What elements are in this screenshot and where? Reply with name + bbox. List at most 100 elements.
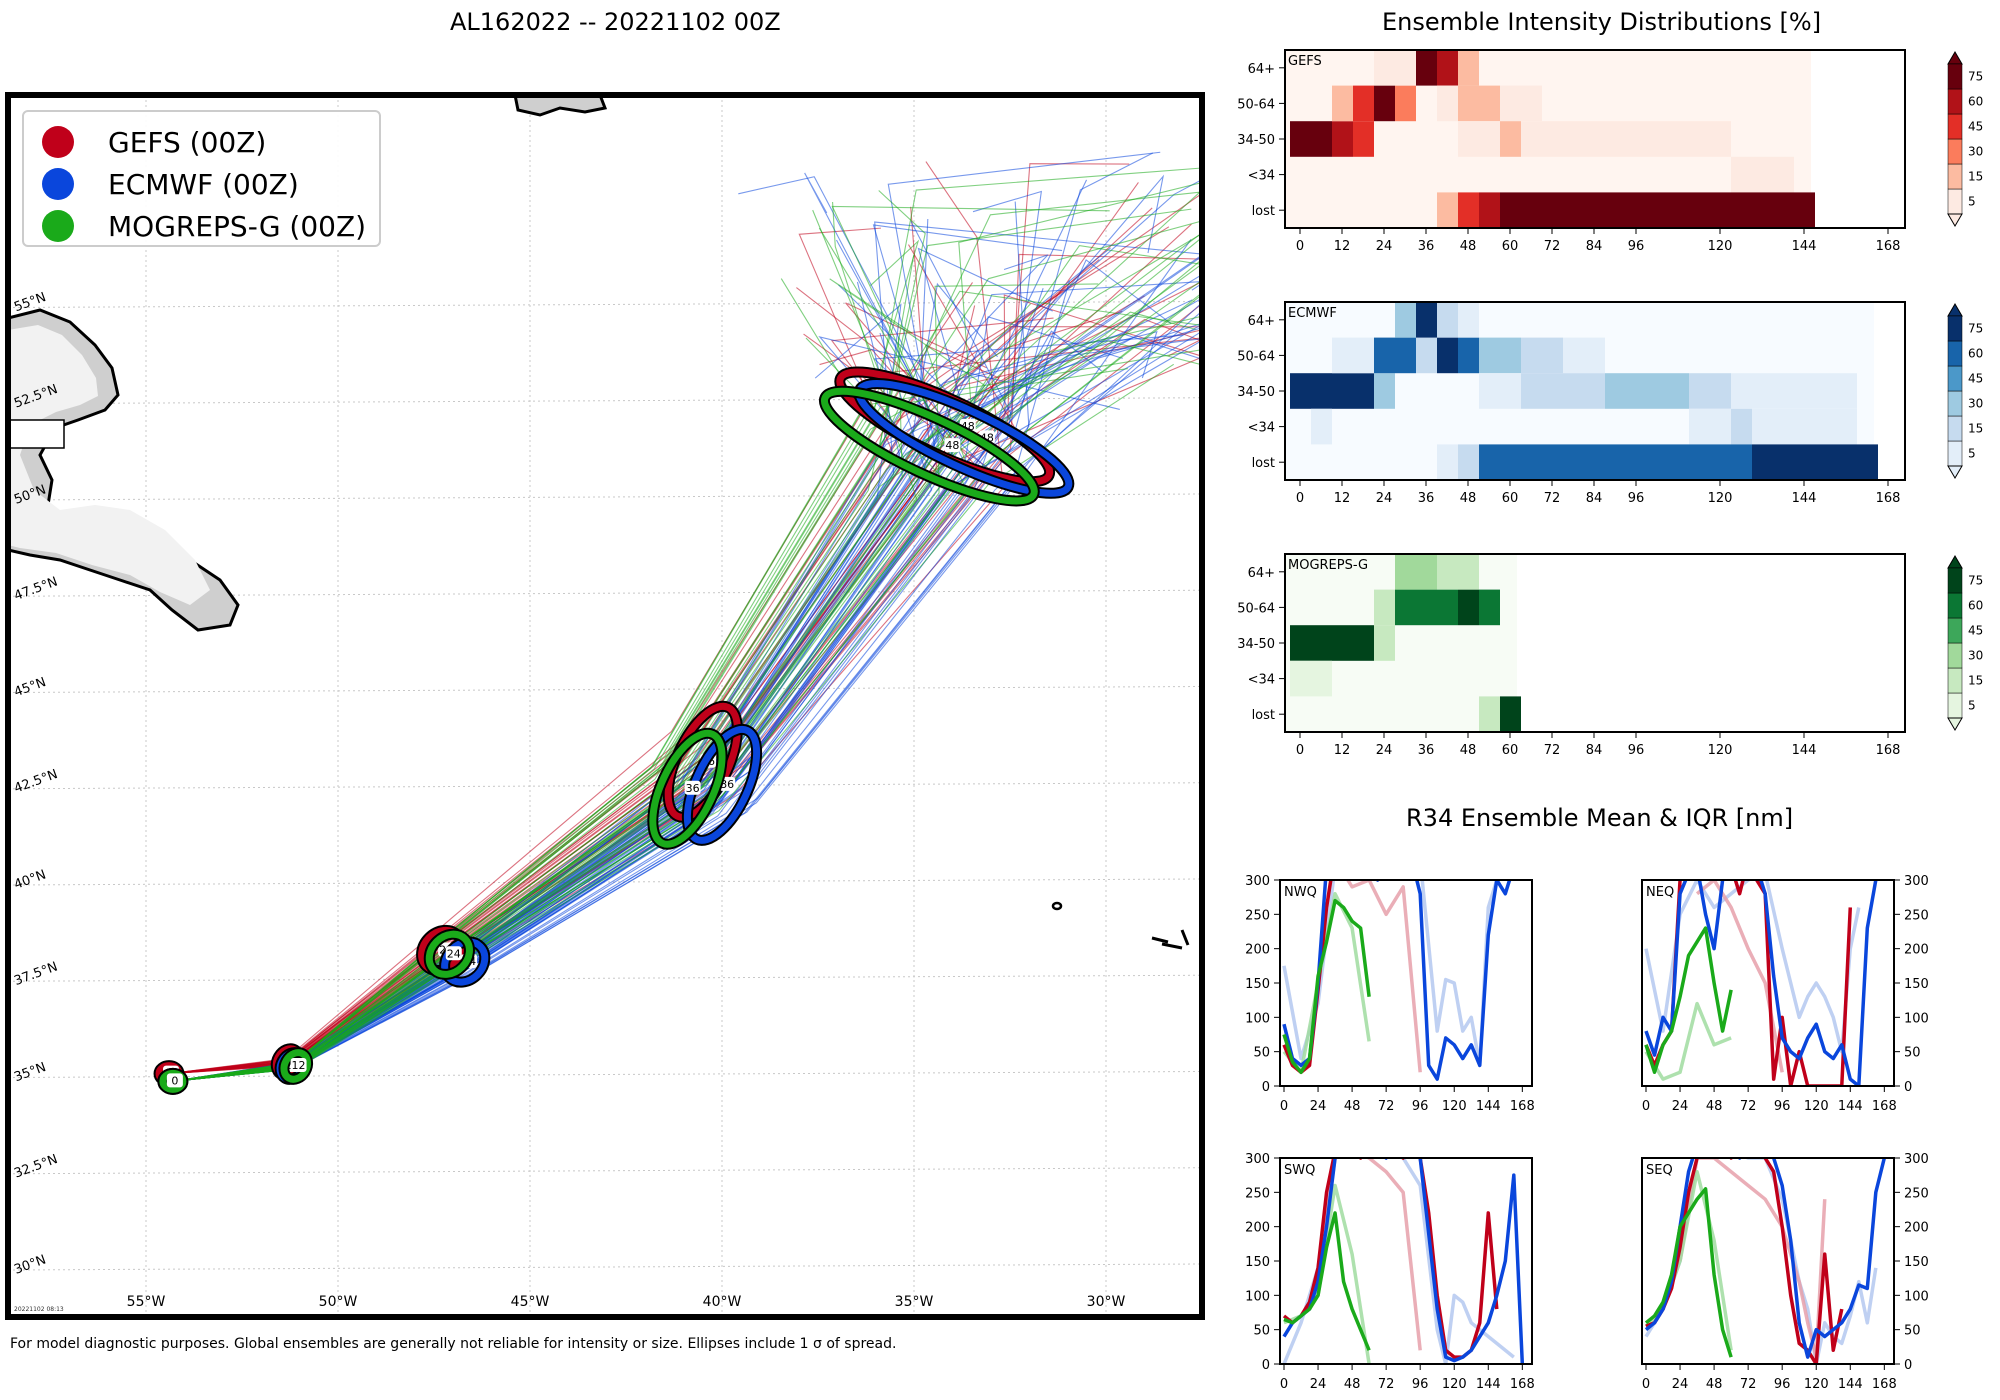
x-tick-label: 144 [1838,1099,1863,1114]
y-tick-label: 200 [1245,943,1270,958]
r34-panel-title: NEQ [1646,885,1674,900]
r34-title: R34 Ensemble Mean & IQR [nm] [1406,804,1794,832]
heatmap-cell [1395,554,1437,590]
colorbar-segment [1947,88,1963,115]
colorbar-segment [1947,692,1963,719]
y-tick-label: 100 [1245,1011,1270,1026]
x-tick-label: 36 [1418,239,1435,254]
y-tick-label: 64+ [1248,314,1275,329]
r34-panel-title: SEQ [1646,1163,1673,1178]
x-tick-label: 120 [1442,1377,1467,1392]
colorbar-segment [1947,642,1963,669]
colorbar-segment [1947,667,1963,694]
x-tick-label: 24 [1376,491,1393,506]
colorbar-tick-label: 30 [1968,397,1983,411]
heatmap-cell [1353,121,1374,157]
main-title: AL162022 -- 20221102 00Z [450,8,781,36]
timestamp: 20221102 08:13 [14,1306,64,1313]
y-tick-label: <34 [1248,673,1275,688]
colorbar-tick-label: 5 [1968,447,1976,461]
x-tick-label: 72 [1544,239,1561,254]
colorbar-tick-label: 15 [1968,170,1983,184]
heatmap-title: MOGREPS-G [1288,558,1368,573]
x-tick-label: 0 [1296,491,1304,506]
tau-label: 36 [686,782,700,795]
heatmap-cell [1458,554,1479,590]
x-tick-label: 120 [1708,239,1733,254]
x-tick-label: 60 [1502,743,1519,758]
longitude-labels: 55°W 50°W 45°W 40°W 35°W 30°W [127,1294,1126,1310]
colorbar-segment [1947,440,1963,467]
y-tick-label: 0 [1262,1358,1270,1373]
lon-label: 55°W [127,1294,166,1310]
lat-gridline [8,878,1202,886]
x-tick-label: 48 [1460,743,1477,758]
x-tick-label: 96 [1412,1377,1429,1392]
heatmap-cell [1731,156,1794,193]
heatmap-title: GEFS [1288,54,1322,69]
heatmap-cell [1752,444,1857,480]
track-map: 012243648012243648012243648 55°W50°W45°W… [5,92,1205,1320]
heatmap-cell [1521,192,1542,228]
iqr-line [1282,880,1499,1068]
y-tick-label: 150 [1904,977,1929,992]
map-frame [5,92,1205,1320]
iqr-line [1678,1158,1827,1359]
heatmap-cell [1563,337,1605,374]
y-tick-label: 64+ [1248,62,1275,77]
x-tick-label: 72 [1378,1377,1395,1392]
x-tick-label: 84 [1586,239,1603,254]
y-tick-label: 50 [1904,1046,1921,1061]
x-tick-label: 168 [1876,743,1901,758]
colorbar-bottom-arrow [1947,213,1963,227]
heatmap-cell [1395,85,1416,122]
heatmap-cell [1479,589,1500,626]
heatmap-cell [1500,192,1521,228]
x-tick-label: 120 [1708,491,1733,506]
legend-label: GEFS (00Z) [108,125,267,159]
x-tick-label: 96 [1412,1099,1429,1114]
x-tick-label: 12 [1334,491,1351,506]
r34-neq: NEQ 0 24 48 72 96 120 144 168 0 50 100 150 200 250 300 [1641,874,1929,1114]
y-tick-label: 300 [1904,1152,1929,1167]
heatmap-cell [1794,192,1815,228]
x-tick-label: 84 [1586,491,1603,506]
heatmap-cell [1542,121,1584,157]
heatmap-cell [1521,444,1563,480]
x-tick-label: 0 [1642,1377,1650,1392]
heatmap-mogreps-g: MOGREPS-G 64+ 50-64 34-50 <34 lost 0 12 24 36 48 60… [1237,553,1983,758]
heatmap-cell [1332,373,1353,409]
x-tick-label: 120 [1804,1099,1829,1114]
ellipse-mogreps-g [280,1049,312,1083]
island-1 [1051,901,1063,911]
heatmap-cell [1290,373,1311,409]
x-tick-label: 96 [1628,743,1645,758]
heatmap-cell [1353,337,1374,374]
x-tick-label: 24 [1672,1099,1689,1114]
x-tick-label: 72 [1740,1099,1757,1114]
heatmap-cell [1353,85,1374,122]
heatmap-cell [1290,660,1332,697]
x-tick-label: 168 [1872,1099,1897,1114]
ellipse-mogreps-g [820,387,1038,505]
x-tick-label: 24 [1672,1377,1689,1392]
legend-label: MOGREPS-G (00Z) [108,209,367,243]
tau-label-bg [445,946,462,961]
heatmap-cell [1731,444,1752,480]
colorbar-segment [1947,63,1963,90]
heatmap-cell [1857,444,1878,480]
x-tick-label: 72 [1544,491,1561,506]
heatmap-cell [1479,444,1521,480]
heatmap-cell [1416,337,1437,374]
mean-line [1644,1187,1733,1358]
legend-marker [42,168,74,200]
heatmap-cell [1458,337,1479,374]
heatmap-cell [1500,696,1521,732]
colorbar-top-arrow [1947,51,1963,65]
heatmap-cell [1521,121,1542,157]
colorbar-tick-label: 45 [1968,624,1983,638]
heatmap-cell [1437,337,1458,374]
y-tick-label: 300 [1245,874,1270,889]
y-tick-label: 100 [1904,1011,1929,1026]
tau-label-bg [166,1073,183,1088]
